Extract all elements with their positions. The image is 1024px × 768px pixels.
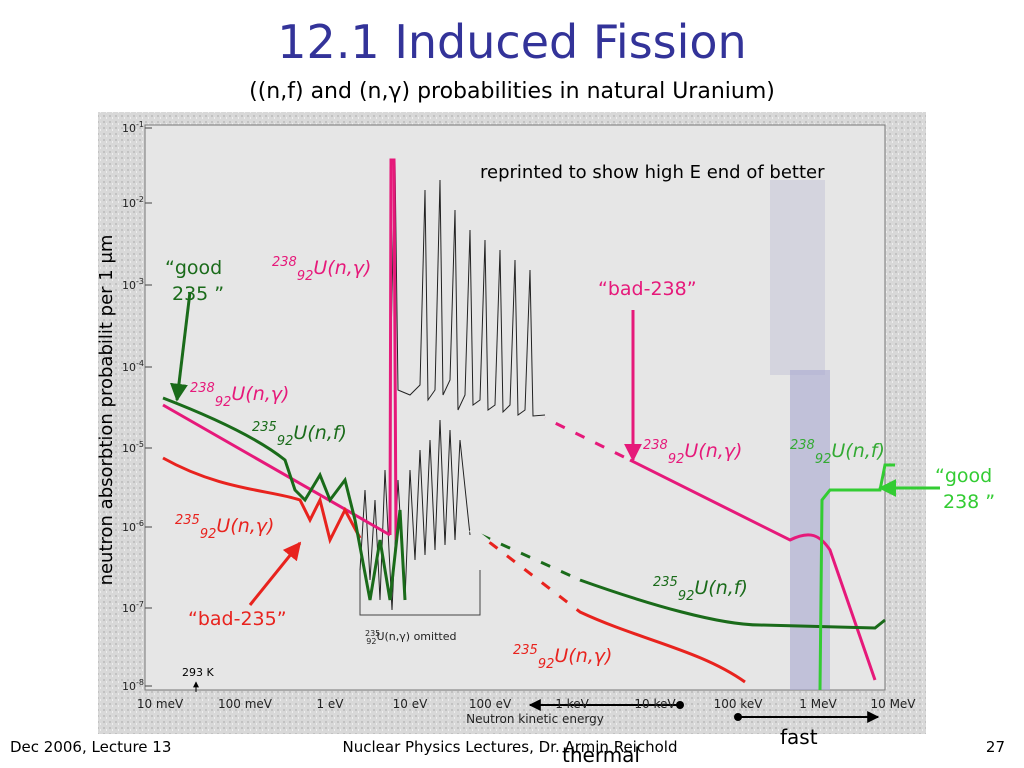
y-tick-label: 10-8 [122,678,144,693]
scan-artifact [790,370,830,690]
page-number: 27 [986,738,1005,756]
y-axis-label: neutron absorbtion probabilit per 1 μm [96,235,117,586]
reaction-label: 23892U(n,γ) [643,438,742,467]
reaction-label: 23892U(n,γ) [272,255,371,284]
x-tick-label: 1 eV [316,697,344,711]
range-label: thermal [562,743,640,767]
x-tick-label: 100 eV [469,697,512,711]
y-tick-label: 10-3 [122,277,144,292]
omitted-label: 235 92U(n,γ) omitted [365,629,456,646]
x-tick-label: 1 keV [555,697,589,711]
range-label: fast [780,725,818,749]
reaction-label: 23592U(n,f) [653,575,748,604]
y-tick-label: 10-4 [122,359,144,374]
x-tick-label: 100 meV [218,697,273,711]
y-tick-label: 10-1 [122,120,144,135]
reaction-label: 23592U(n,f) [252,420,347,449]
reaction-label: 23592U(n,γ) [513,643,612,672]
omitted-bracket [359,570,481,616]
x-tick-label: 10 keV [634,697,676,711]
reaction-label: 23592U(n,γ) [175,513,274,542]
x-tick-label: 1 MeV [799,697,837,711]
dash-gap [544,416,631,462]
curve-238-nf [818,463,895,691]
annotation: “good 235 ” [165,257,224,305]
reaction-label: 23892U(n,f) [790,438,885,467]
title: 12.1 Induced Fission [277,15,746,69]
x-tick-label: 10 eV [393,697,428,711]
arrow [248,541,302,606]
annotation: “bad-238” [598,278,697,300]
footer-center: Nuclear Physics Lectures, Dr. Armin Reic… [343,738,678,756]
curve-235-ng [162,456,746,684]
x-axis-label: Neutron kinetic energy [466,712,604,726]
resonance-235 [359,419,471,611]
footer-left: Dec 2006, Lecture 13 [10,738,171,756]
x-tick-label: 100 keV [714,697,764,711]
note: reprinted to show high E end of better [480,162,825,183]
y-tick-label: 10-7 [122,600,144,615]
curve-235-nf [162,396,886,630]
x-tick-label: 10 MeV [870,697,916,711]
annotation: “bad-235” [188,608,287,630]
curve-238-ng-spike [388,158,398,541]
plot-frame [144,124,886,691]
arrow [170,291,192,402]
x-tick-label: 10 meV [137,697,184,711]
y-tick-label: 10-5 [122,440,144,455]
temperature: 293 K [182,666,214,679]
y-tick-label: 10-2 [122,195,144,210]
reaction-label: 23892U(n,γ) [190,381,289,410]
subtitle: ((n,f) and (n,γ) probabilities in natura… [249,79,775,104]
scan-artifact [770,180,825,375]
annotation: “good 238 ” [935,465,995,513]
resonance-238 [389,159,546,417]
y-tick-label: 10-6 [122,519,144,534]
